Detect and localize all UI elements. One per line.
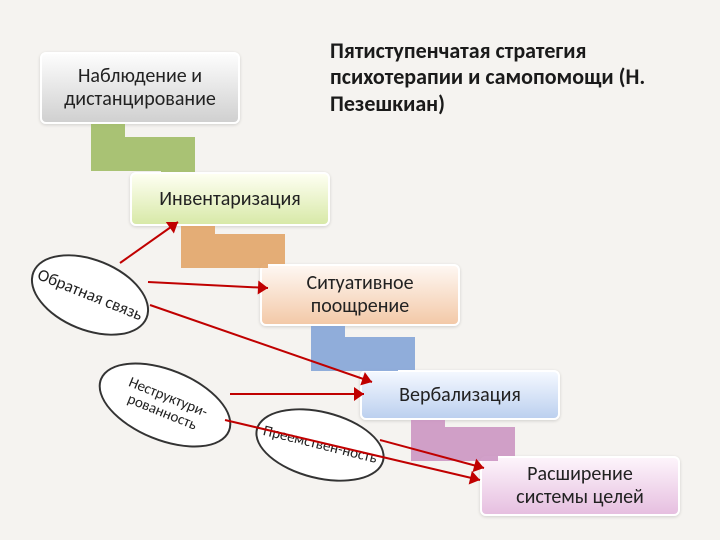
ellipse-label: Преемствен-ность xyxy=(261,423,378,467)
box-observation: Наблюдение и дистанцирование xyxy=(40,52,240,124)
diagram-title: Пятиступенчатая стратегия психотерапии и… xyxy=(330,38,690,117)
box-inventory: Инвентаризация xyxy=(130,172,330,226)
box-expansion: Расширение системы целей xyxy=(480,456,680,516)
ellipse-label: Неструктури-рованность xyxy=(99,366,230,445)
ellipse-unstructured: Неструктури-рованность xyxy=(87,345,244,464)
box-label: Вербализация xyxy=(399,384,521,407)
ellipse-feedback: Обратная связь xyxy=(19,238,161,351)
box-label: Наблюдение и дистанцирование xyxy=(54,65,226,111)
box-encouragement: Ситуативное поощрение xyxy=(260,264,460,326)
box-label: Инвентаризация xyxy=(159,188,301,211)
ellipse-label: Обратная связь xyxy=(35,265,145,324)
box-label: Ситуативное поощрение xyxy=(274,272,446,318)
box-label: Расширение системы целей xyxy=(494,463,666,509)
box-verbalization: Вербализация xyxy=(360,370,560,420)
